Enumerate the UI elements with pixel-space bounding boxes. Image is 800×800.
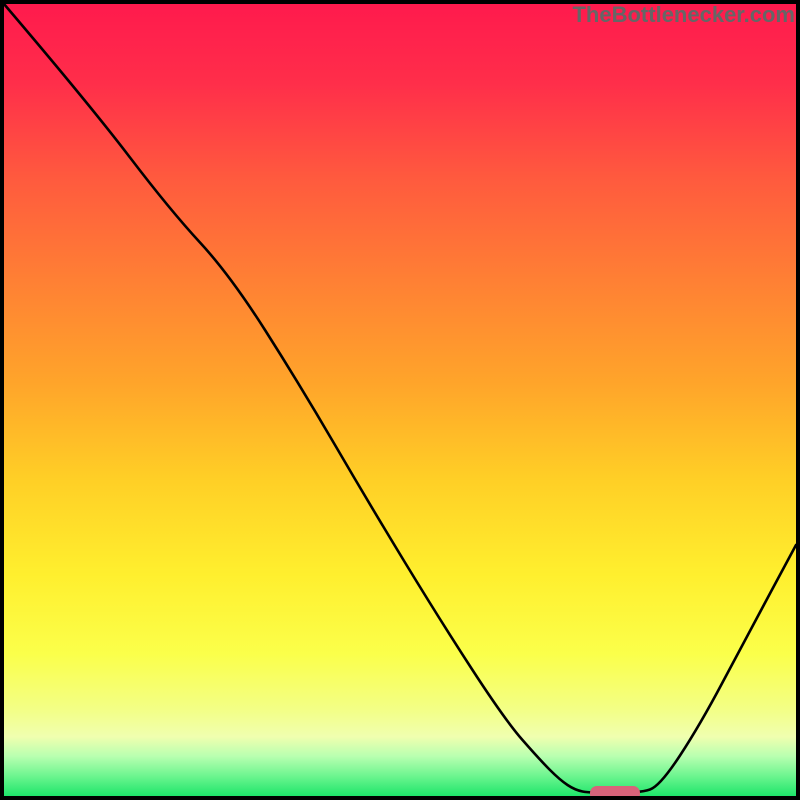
chart-background <box>4 4 796 796</box>
chart-svg <box>0 0 800 800</box>
bottleneck-chart: TheBottlenecker.com <box>0 0 800 800</box>
optimal-marker <box>590 786 640 800</box>
watermark-text: TheBottlenecker.com <box>572 2 795 28</box>
